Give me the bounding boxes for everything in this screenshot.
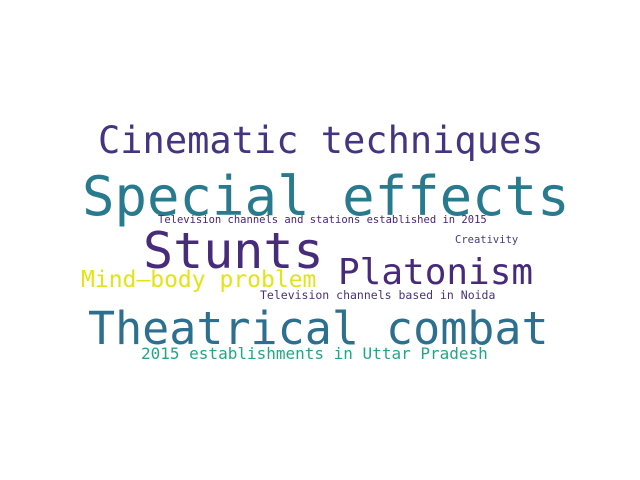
word-platonism: Platonism [338, 252, 534, 293]
word-theatrical-combat: Theatrical combat [88, 302, 549, 355]
word-television-channels-noida: Television channels based in Noida [260, 288, 496, 302]
word-mind-body-problem: Mind–body problem [81, 267, 317, 293]
word-creativity: Creativity [455, 234, 519, 246]
word-stunts: Stunts [143, 222, 324, 280]
word-special-effects: Special effects [82, 165, 570, 228]
word-television-channels-established-2015: Television channels and stations establi… [158, 214, 487, 226]
word-cinematic-techniques: Cinematic techniques [98, 119, 544, 162]
word-2015-establishments-uttar-pradesh: 2015 establishments in Uttar Pradesh [141, 344, 488, 363]
